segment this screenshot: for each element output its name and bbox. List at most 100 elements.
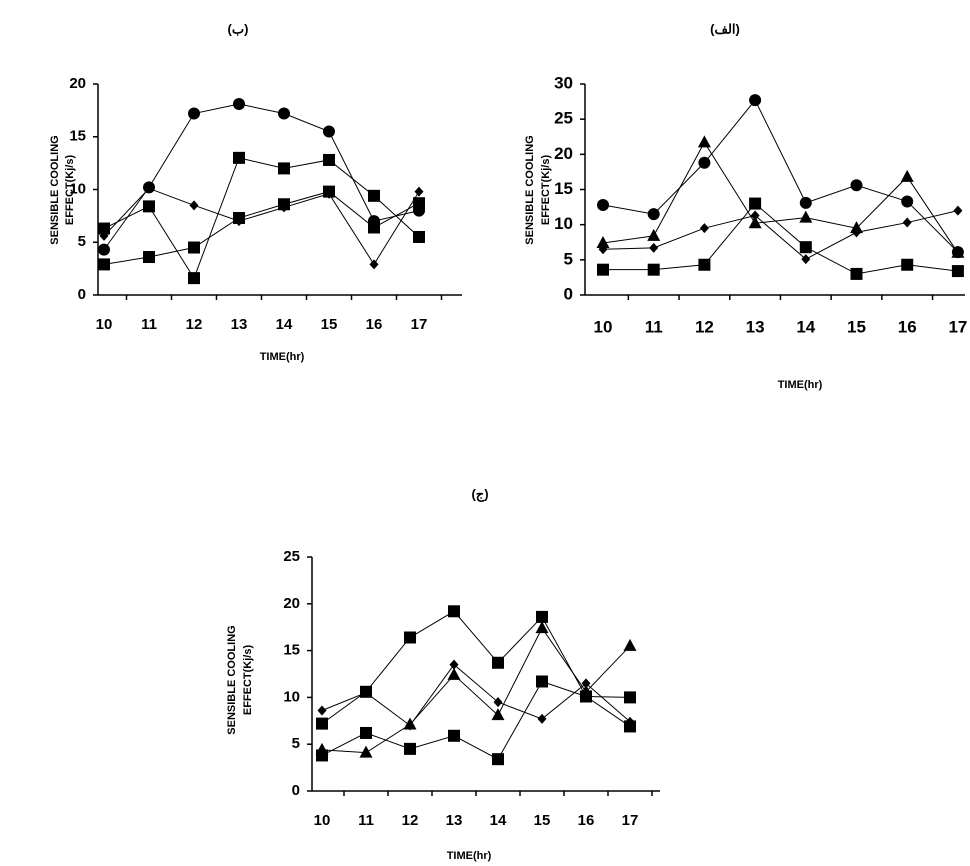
marker [233,98,245,111]
marker [953,205,963,216]
marker [359,745,373,758]
x-axis-label: TIME(hr) [778,379,823,391]
marker [414,186,424,197]
series-line [321,680,631,760]
y-tick-label: 30 [554,73,573,92]
y-tick-label: 25 [283,548,300,565]
marker [647,263,660,276]
chart: (الف) 0 5 10 15 20 25 30 10 11 12 13 14 15 16 17 SENSIBL… [524,21,967,390]
marker [492,753,504,766]
x-tick-label: 17 [948,317,967,336]
marker [405,720,415,731]
marker [323,153,335,166]
marker [233,211,245,224]
x-tick-label: 13 [446,812,463,829]
y-axis-label: EFFECT(Kj/s) [540,155,552,226]
chart-title: (ب) [228,21,249,36]
marker [748,216,762,229]
marker [278,162,290,175]
marker [316,717,328,730]
x-tick-label: 17 [411,316,428,333]
marker [750,210,760,221]
marker [143,200,155,213]
x-tick-label: 14 [490,812,507,829]
marker [699,223,709,234]
marker [360,726,372,739]
marker [278,107,290,120]
marker [698,258,711,271]
marker [369,259,379,270]
marker [361,687,371,698]
series-line [321,610,631,727]
x-tick-label: 15 [534,812,551,829]
series-line [321,663,631,727]
marker [624,691,636,704]
marker [99,230,109,241]
marker [852,227,861,238]
marker [799,210,813,223]
marker [647,208,660,221]
y-tick-label: 20 [283,595,300,612]
x-tick-label: 15 [321,316,338,333]
marker [902,217,912,228]
y-tick-label: 10 [554,214,573,233]
marker [189,200,199,211]
marker [278,198,290,211]
marker [537,713,547,724]
marker [316,749,328,762]
y-tick-label: 5 [78,233,86,250]
marker [413,230,425,243]
y-axis-label: SENSIBLE COOLING [524,135,536,244]
x-tick-label: 15 [847,317,866,336]
marker [98,222,110,235]
marker [850,267,863,280]
y-tick-label: 15 [69,128,86,145]
x-tick-label: 11 [141,316,157,333]
marker [188,241,200,254]
marker [801,254,811,265]
marker [901,258,914,271]
marker [749,197,762,210]
x-tick-label: 10 [96,316,113,333]
y-tick-label: 0 [78,286,86,303]
y-tick-label: 5 [292,735,300,752]
y-axis-label: EFFECT(Kj/s) [242,645,254,716]
x-tick-label: 12 [186,316,203,333]
x-tick-label: 14 [796,317,815,336]
y-tick-label: 20 [554,144,573,163]
x-tick-label: 13 [231,316,248,333]
series-line [103,157,420,280]
y-tick-label: 10 [69,180,86,197]
series-line [103,103,420,250]
y-tick-label: 15 [554,179,573,198]
x-tick-label: 11 [645,317,663,336]
marker [492,656,504,669]
marker [188,107,200,120]
marker [697,135,711,148]
x-tick-label: 12 [402,812,419,829]
x-axis-label: TIME(hr) [447,850,492,862]
x-tick-label: 13 [746,317,765,336]
x-tick-label: 10 [314,812,331,829]
marker [850,221,863,234]
marker [144,183,154,194]
y-tick-label: 15 [283,642,300,659]
marker [448,605,460,618]
marker [535,621,549,634]
chart: (ب) 0 5 10 15 20 10 11 12 13 14 15 16 17 SENSIBLE COOL… [49,21,462,363]
marker [404,631,416,644]
y-axis-label: EFFECT(Kj/s) [64,155,76,226]
chart-title: (ج) [471,486,488,502]
x-tick-label: 16 [366,316,383,333]
marker [649,242,659,253]
y-axis-label: SENSIBLE COOLING [226,625,238,734]
marker [850,179,863,192]
marker [317,705,327,716]
marker [647,228,661,241]
marker [449,659,459,670]
marker [799,196,812,209]
marker [447,667,461,680]
y-axis-label: SENSIBLE COOLING [49,135,61,244]
y-tick-label: 10 [283,688,300,705]
marker [900,169,914,182]
